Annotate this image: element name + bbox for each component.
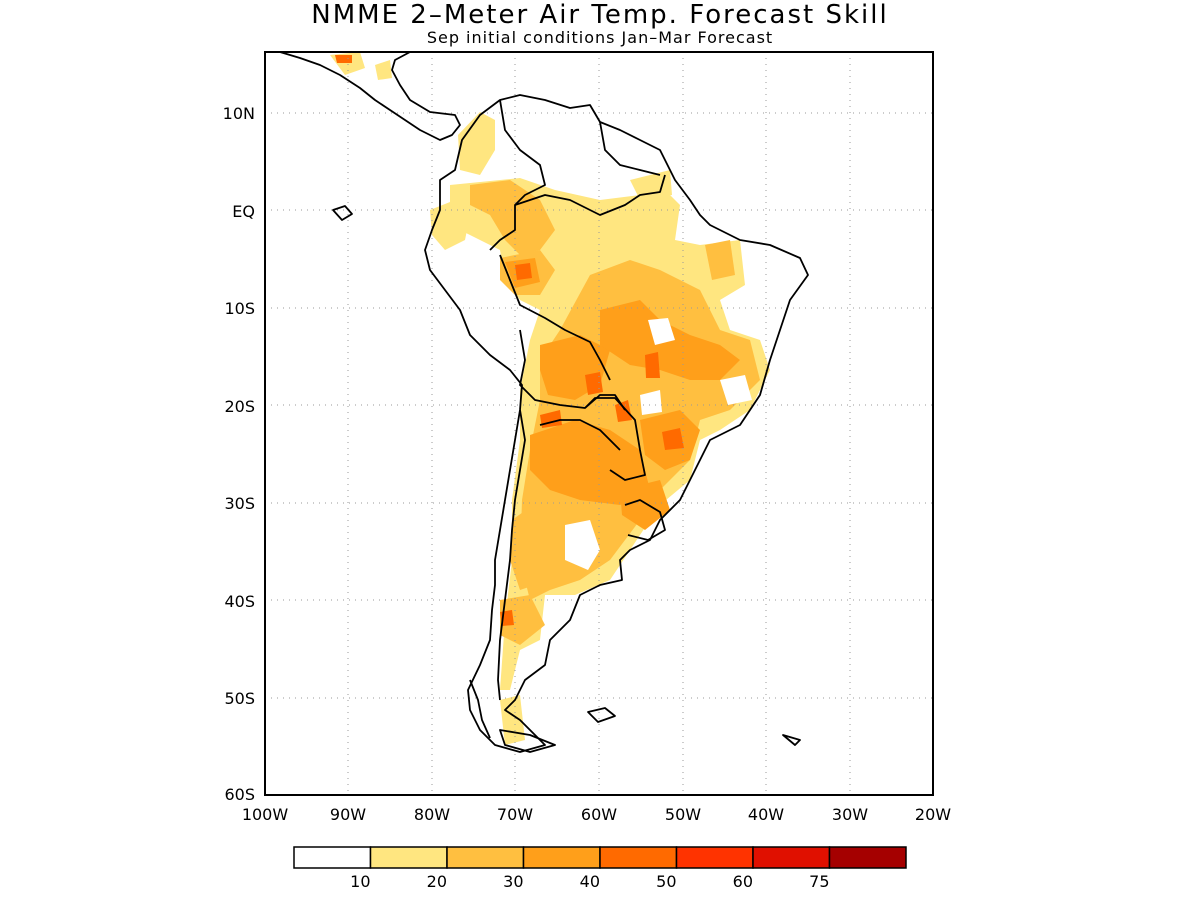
legend-label: 50: [656, 872, 676, 891]
lon-label-100w: 100W: [242, 805, 289, 824]
legend-label: 30: [503, 872, 523, 891]
skill-region-ecuador: [430, 200, 470, 250]
skill-region-chile-south: [500, 595, 545, 645]
skill-shading: [330, 52, 770, 745]
skill-gap-2: [648, 318, 675, 345]
coastline-south-georgia: [782, 734, 801, 746]
coastline-galapagos: [332, 205, 353, 221]
legend-swatch: [522, 846, 601, 869]
lat-label-50s: 50S: [224, 689, 255, 708]
border-argentina-north: [539, 419, 621, 451]
legend-label: 20: [427, 872, 447, 891]
skill-region-ne-brazil: [705, 240, 735, 280]
border-uruguay: [624, 499, 666, 541]
skill-region-peak-1: [585, 372, 603, 395]
coastline-south-america: [424, 94, 809, 753]
lat-label-60s: 60S: [224, 785, 255, 804]
map-title: NMME 2–Meter Air Temp. Forecast Skill: [311, 0, 889, 30]
lon-label-20w: 20W: [915, 805, 951, 824]
border-paraguay: [584, 397, 646, 481]
border-peru-brazil: [499, 254, 611, 381]
legend-label: 60: [733, 872, 753, 891]
skill-region-peak-3: [662, 428, 684, 450]
border-argentina-chile: [497, 409, 526, 701]
legend-swatch: [752, 846, 831, 869]
skill-region-guianas: [630, 170, 672, 200]
skill-region-peak-2: [645, 352, 660, 378]
legend-swatch: [369, 846, 448, 869]
lon-label-50w: 50W: [665, 805, 701, 824]
skill-region-colombia-north: [458, 112, 495, 175]
border-brazil-west: [514, 174, 666, 216]
legend-swatch: [599, 846, 678, 869]
skill-region-paraguay: [530, 420, 650, 505]
lon-label-60w: 60W: [581, 805, 617, 824]
legend-swatch: [446, 846, 525, 869]
latitude-axis: 10N EQ 10S 20S 30S 40S 50S 60S: [223, 104, 255, 804]
coastline-tierra-del-fuego: [499, 729, 556, 753]
lat-label-eq: EQ: [232, 202, 255, 221]
lat-label-10s: 10S: [224, 299, 255, 318]
lat-label-30s: 30S: [224, 494, 255, 513]
skill-region-peak-8: [335, 55, 352, 63]
coastline-chile-fjords: [469, 679, 491, 739]
lon-label-90w: 90W: [330, 805, 366, 824]
legend-swatch: [828, 846, 907, 869]
legend-label: 40: [580, 872, 600, 891]
coastline-falklands: [587, 707, 616, 723]
lon-label-30w: 30W: [832, 805, 868, 824]
lon-label-80w: 80W: [414, 805, 450, 824]
map-frame: [264, 51, 934, 796]
map-panel: [264, 51, 934, 796]
skill-gap-3: [640, 390, 662, 415]
lat-label-10n: 10N: [223, 104, 255, 123]
skill-region-argentina: [510, 500, 570, 590]
skill-gap-1: [565, 520, 600, 570]
longitude-axis: 100W 90W 80W 70W 60W 50W 40W 30W 20W: [242, 805, 951, 824]
lon-label-70w: 70W: [497, 805, 533, 824]
legend-label: 10: [350, 872, 370, 891]
legend-swatch: [293, 846, 372, 869]
skill-gap-4: [720, 375, 752, 405]
border-bolivia: [519, 329, 626, 411]
legend-label: 75: [809, 872, 829, 891]
coastline-central-america: [279, 51, 461, 141]
map-subtitle: Sep initial conditions Jan–Mar Forecast: [426, 28, 774, 47]
skill-region-rio-grande: [620, 480, 670, 530]
lat-label-20s: 20S: [224, 397, 255, 416]
coastlines: [279, 51, 809, 753]
border-guianas: [599, 121, 661, 176]
color-legend: 10 20 30 40 50 60 75: [293, 846, 907, 891]
lat-label-40s: 40S: [224, 592, 255, 611]
legend-swatch: [675, 846, 754, 869]
border-colombia-venezuela: [489, 99, 546, 251]
lon-label-40w: 40W: [748, 805, 784, 824]
skill-region-peak-4: [515, 263, 532, 280]
